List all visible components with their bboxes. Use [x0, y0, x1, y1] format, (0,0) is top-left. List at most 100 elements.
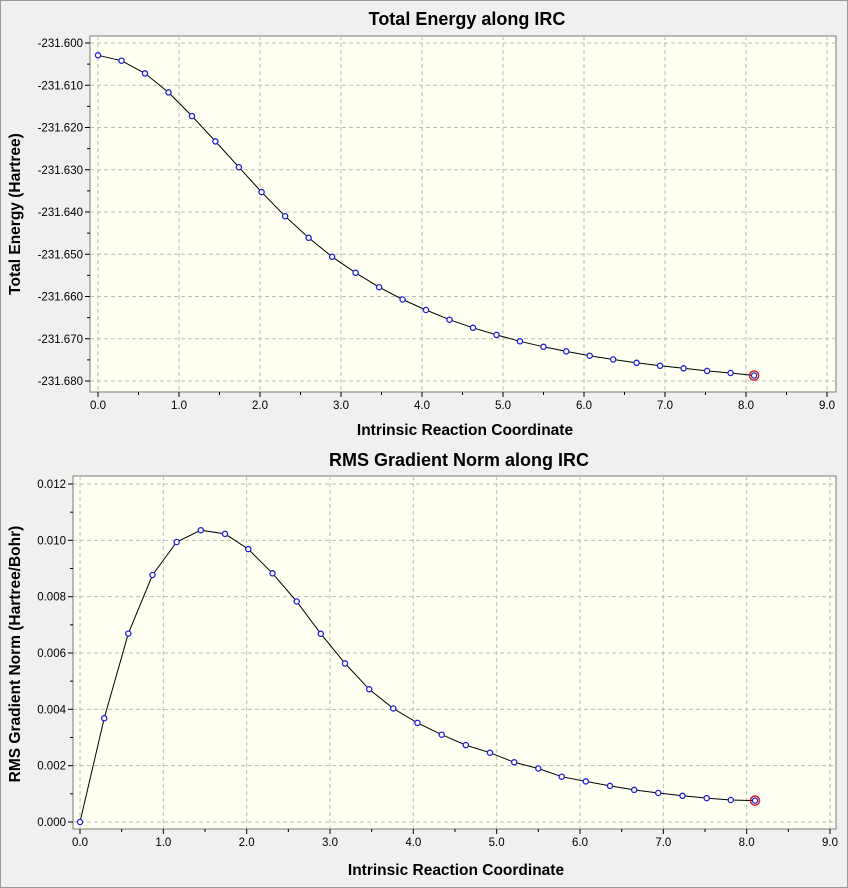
gradient-chart: RMS Gradient Norm along IRC 0.0 1.0 2.0 3.0…	[7, 450, 838, 879]
gradient-x-tick-label: 8.0	[739, 837, 755, 849]
gradient-data-point[interactable]	[438, 731, 445, 738]
energy-data-point[interactable]	[399, 296, 406, 303]
energy-data-point[interactable]	[422, 306, 430, 314]
energy-y-tick-label: -231.650	[38, 249, 83, 261]
gradient-data-point[interactable]	[751, 797, 759, 804]
gradient-data-point[interactable]	[582, 778, 590, 785]
gradient-y-axis-label: RMS Gradient Norm (Hartree/Bohr)	[7, 526, 24, 783]
gradient-data-point[interactable]	[197, 526, 205, 534]
energy-x-tick-label: 3.0	[333, 400, 349, 412]
energy-data-point[interactable]	[469, 324, 477, 332]
gradient-data-point[interactable]	[630, 786, 638, 794]
energy-x-tick-label: 0.0	[90, 400, 106, 412]
energy-plot-area[interactable]	[89, 35, 837, 393]
energy-data-point[interactable]	[750, 372, 758, 379]
energy-data-point[interactable]	[586, 352, 593, 359]
energy-data-point[interactable]	[562, 348, 570, 355]
energy-chart-title: Total Energy along IRC	[369, 9, 566, 29]
energy-data-point[interactable]	[141, 70, 149, 77]
gradient-x-axis-label: Intrinsic Reaction Coordinate	[348, 862, 565, 879]
energy-data-point[interactable]	[118, 57, 125, 64]
energy-data-point[interactable]	[656, 362, 664, 370]
energy-series	[94, 52, 760, 381]
energy-y-tick-label: -231.600	[38, 38, 83, 50]
gradient-y-tick-label: 0.002	[37, 761, 66, 773]
energy-x-tick-label: 9.0	[819, 400, 835, 412]
gradient-series	[76, 526, 761, 826]
gradient-data-point[interactable]	[76, 818, 84, 826]
gradient-data-point[interactable]	[703, 794, 710, 802]
energy-y-tick-label: -231.640	[38, 207, 83, 219]
energy-y-tick-label: -231.620	[38, 123, 83, 135]
energy-chart: Total Energy along IRC 0.0 1.0 2.0 3.0 4.0 5.…	[7, 9, 837, 439]
gradient-data-point[interactable]	[414, 719, 421, 727]
energy-data-point[interactable]	[305, 234, 312, 242]
energy-data-point[interactable]	[328, 253, 336, 261]
energy-ticks: 0.0 1.0 2.0 3.0 4.0 5.0 6.0 7.0 8.0 9.0 -231.600 -2…	[38, 38, 835, 412]
energy-data-point[interactable]	[281, 212, 289, 220]
energy-y-tick-label: -231.670	[38, 334, 83, 346]
energy-data-point[interactable]	[352, 269, 359, 277]
energy-data-point[interactable]	[188, 112, 196, 120]
gradient-x-tick-label: 4.0	[405, 837, 421, 849]
gradient-data-point[interactable]	[390, 705, 397, 712]
gradient-x-tick-label: 3.0	[322, 837, 338, 849]
gradient-data-point[interactable]	[727, 796, 735, 804]
gradient-data-point[interactable]	[510, 759, 518, 766]
energy-x-tick-label: 4.0	[414, 400, 430, 412]
gradient-data-point[interactable]	[269, 570, 276, 577]
energy-y-axis-label: Total Energy (Hartree)	[7, 133, 24, 295]
gradient-data-point[interactable]	[100, 715, 108, 722]
energy-data-point[interactable]	[94, 52, 102, 59]
energy-data-point[interactable]	[258, 188, 265, 196]
gradient-data-point[interactable]	[125, 630, 132, 637]
gradient-chart-title: RMS Gradient Norm along IRC	[329, 450, 589, 470]
gradient-data-point[interactable]	[221, 530, 229, 538]
energy-x-tick-label: 8.0	[738, 400, 754, 412]
gradient-data-point[interactable]	[365, 686, 373, 693]
gradient-x-tick-label: 0.0	[72, 837, 88, 849]
energy-data-point[interactable]	[375, 283, 383, 291]
energy-data-point[interactable]	[609, 356, 617, 363]
gradient-y-tick-label: 0.008	[37, 592, 66, 604]
energy-data-point[interactable]	[633, 359, 640, 367]
gradient-y-tick-label: 0.006	[37, 648, 66, 660]
gradient-data-point[interactable]	[679, 792, 686, 800]
energy-x-tick-label: 6.0	[576, 400, 592, 412]
gradient-data-point[interactable]	[486, 749, 494, 756]
energy-data-point[interactable]	[493, 331, 500, 339]
energy-data-point[interactable]	[446, 316, 453, 323]
gradient-data-point[interactable]	[655, 789, 662, 797]
energy-data-point[interactable]	[727, 369, 734, 377]
gradient-data-point[interactable]	[173, 538, 180, 546]
gradient-x-tick-label: 1.0	[155, 837, 171, 849]
energy-data-point[interactable]	[212, 138, 219, 145]
energy-y-tick-label: -231.680	[38, 376, 83, 388]
energy-x-tick-label: 7.0	[657, 400, 673, 412]
gradient-ticks: 0.0 1.0 2.0 3.0 4.0 5.0 6.0 7.0 8.0 9.0 0.012 0.010…	[37, 479, 838, 849]
gradient-x-tick-label: 6.0	[572, 837, 588, 849]
gradient-data-point[interactable]	[606, 782, 614, 790]
gradient-selected-point[interactable]	[749, 795, 761, 806]
energy-data-point[interactable]	[165, 89, 172, 96]
gradient-y-tick-label: 0.004	[37, 704, 66, 716]
energy-data-point[interactable]	[235, 163, 243, 171]
energy-data-point[interactable]	[680, 365, 687, 372]
energy-data-point[interactable]	[703, 367, 711, 375]
gradient-data-point[interactable]	[558, 773, 565, 780]
gradient-data-point[interactable]	[245, 545, 252, 553]
energy-selected-point[interactable]	[748, 370, 760, 381]
gradient-data-point[interactable]	[149, 571, 156, 579]
gradient-x-tick-label: 5.0	[489, 837, 505, 849]
energy-data-point[interactable]	[540, 343, 547, 351]
gradient-data-point[interactable]	[293, 598, 300, 605]
gradient-data-point[interactable]	[535, 765, 542, 772]
energy-data-point[interactable]	[516, 338, 524, 345]
energy-x-tick-label: 1.0	[171, 400, 187, 412]
gradient-data-point[interactable]	[317, 630, 325, 638]
gradient-grid	[73, 476, 836, 829]
gradient-x-tick-label: 7.0	[655, 837, 671, 849]
gradient-data-point[interactable]	[341, 660, 349, 667]
gradient-data-point[interactable]	[462, 741, 470, 749]
